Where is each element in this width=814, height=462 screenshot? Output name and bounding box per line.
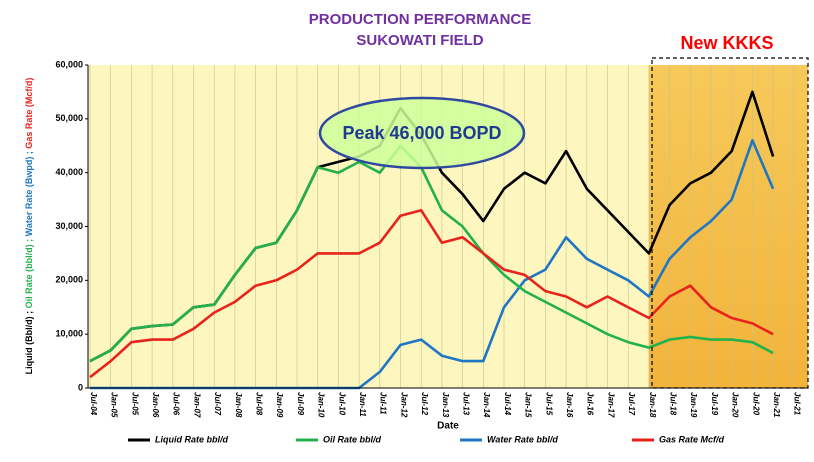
- x-tick-label: Jul-12: [420, 392, 429, 416]
- legend-label: Gas Rate Mcf/d: [659, 434, 725, 444]
- new-kkks-annotation: New KKKS: [680, 33, 773, 53]
- x-tick-label: Jan-20: [731, 392, 740, 418]
- y-axis-label-part: Oil Rate (bbl/d) ;: [24, 236, 34, 308]
- x-tick-label: Jan-07: [192, 392, 201, 418]
- x-tick-label: Jan-09: [275, 392, 284, 418]
- x-tick-label: Jul-09: [296, 392, 305, 416]
- x-tick-label: Jan-14: [482, 392, 491, 418]
- x-tick-label: Jul-21: [793, 392, 802, 416]
- x-tick-label: Jan-06: [151, 392, 160, 418]
- legend-label: Water Rate bbl/d: [487, 434, 558, 444]
- x-tick-label: Jan-12: [399, 392, 408, 418]
- x-tick-label: Jul-14: [503, 392, 512, 416]
- legend-label: Oil Rate bbl/d: [323, 434, 382, 444]
- series-line: [89, 209, 774, 379]
- x-tick-label: Jul-15: [544, 392, 553, 416]
- new-kkks-region: [649, 65, 808, 388]
- x-tick-label: Jul-17: [627, 392, 636, 416]
- chart-subtitle: SUKOWATI FIELD: [356, 32, 483, 49]
- legend-label: Liquid Rate bbl/d: [155, 434, 228, 444]
- x-tick-label: Jan-05: [110, 392, 119, 418]
- y-tick-label: 60,000: [55, 59, 83, 69]
- y-axis-label-part: Water Rate (Bwpd) ;: [24, 149, 34, 237]
- x-tick-label: Jul-16: [586, 392, 595, 416]
- x-tick-label: Jul-10: [337, 392, 346, 416]
- x-tick-label: Jul-07: [213, 392, 222, 416]
- peak-annotation: Peak 46,000 BOPD: [342, 123, 501, 143]
- x-tick-label: Jul-05: [130, 392, 139, 416]
- x-tick-label: Jan-19: [689, 392, 698, 418]
- x-tick-label: Jan-17: [606, 392, 615, 418]
- x-tick-label: Jan-16: [565, 392, 574, 418]
- x-tick-label: Jan-21: [772, 392, 781, 418]
- y-tick-label: 30,000: [55, 221, 83, 231]
- x-axis-label: Date: [437, 421, 459, 432]
- x-tick-label: Jan-11: [358, 392, 367, 417]
- x-tick-label: Jul-11: [379, 392, 388, 415]
- x-tick-label: Jul-06: [172, 392, 181, 416]
- y-tick-label: 50,000: [55, 113, 83, 123]
- peak-ellipse: [318, 96, 526, 170]
- chart-title: PRODUCTION PERFORMANCE: [309, 11, 532, 28]
- x-tick-label: Jan-08: [234, 392, 243, 418]
- x-tick-label: Jul-18: [668, 392, 677, 416]
- y-tick-label: 0: [78, 382, 83, 392]
- x-tick-label: Jul-08: [254, 392, 263, 416]
- series-line: [89, 144, 774, 363]
- x-tick-label: Jan-15: [524, 392, 533, 418]
- y-tick-label: 20,000: [55, 275, 83, 285]
- y-axis-label-part: Gas Rate (Mcf/d): [24, 78, 34, 149]
- x-tick-label: Jan-13: [441, 392, 450, 418]
- x-tick-label: Jul-04: [89, 392, 98, 416]
- x-tick-label: Jul-13: [461, 392, 470, 416]
- y-tick-label: 40,000: [55, 167, 83, 177]
- x-tick-label: Jan-18: [648, 392, 657, 418]
- y-tick-label: 10,000: [55, 329, 83, 339]
- y-axis-label-part: Liquid (Bbl/d) ;: [24, 308, 34, 374]
- y-axis-label: Liquid (Bbl/d) ; Oil Rate (bbl/d) ; Wate…: [24, 78, 34, 375]
- x-tick-label: Jul-20: [751, 392, 760, 416]
- x-tick-label: Jan-10: [317, 392, 326, 418]
- x-tick-label: Jul-19: [710, 392, 719, 416]
